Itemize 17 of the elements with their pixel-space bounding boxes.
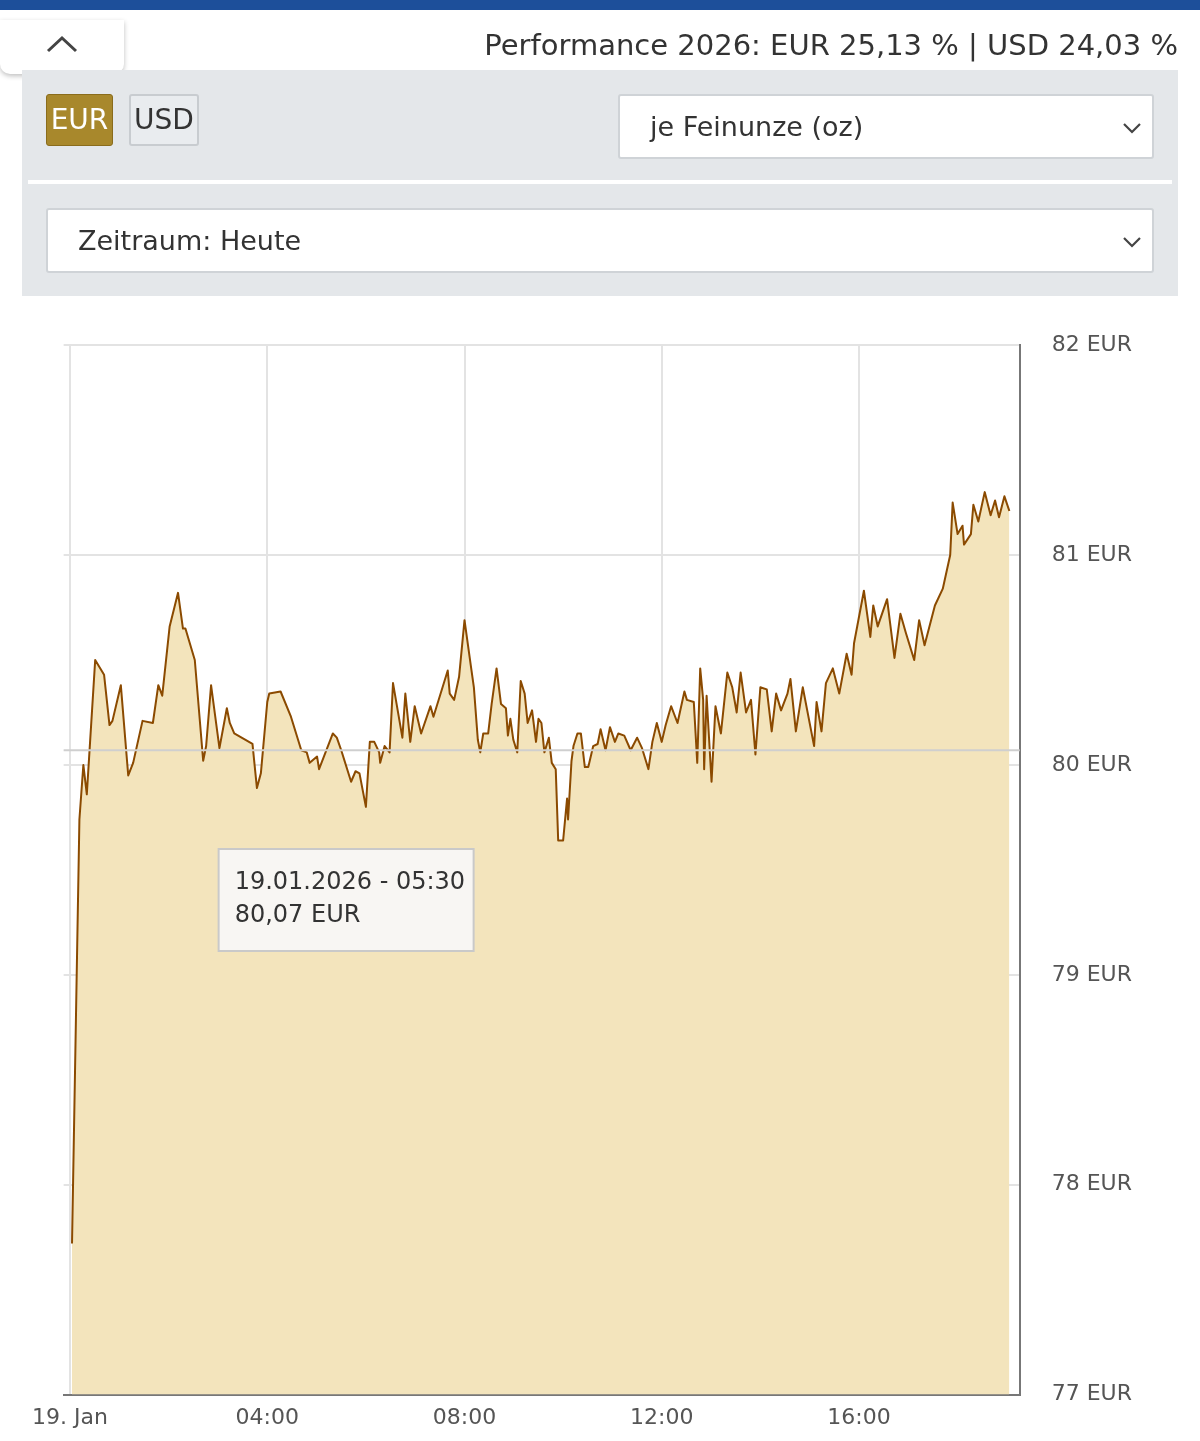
x-tick-label: 12:00 <box>630 1403 694 1429</box>
chart-title: Performance 2026: EUR 25,13 % | USD 24,03 % <box>484 28 1178 62</box>
x-tick-label: 08:00 <box>432 1403 497 1429</box>
y-tick-label: 78 EUR <box>1051 1170 1132 1196</box>
x-tick-label: 16:00 <box>827 1403 891 1429</box>
y-tick-label: 77 EUR <box>1051 1380 1132 1406</box>
x-tick-label: 19. Jan <box>32 1403 108 1429</box>
annotation: 19.01.2026 - 05:30 80,07 EUR <box>234 867 466 929</box>
y-tick-label: 82 EUR <box>1051 330 1132 356</box>
x-tick-label: 04:00 <box>235 1403 299 1429</box>
toggle-button: USD <box>129 94 199 146</box>
y-tick-label: 80 EUR <box>1051 750 1132 776</box>
y-tick-label: 79 EUR <box>1051 960 1132 986</box>
select-field: je Feinunze (oz) <box>618 94 1154 159</box>
toggle-button: EUR <box>46 94 113 146</box>
select-field: Zeitraum: Heute <box>46 208 1154 273</box>
y-tick-label: 81 EUR <box>1051 540 1132 566</box>
